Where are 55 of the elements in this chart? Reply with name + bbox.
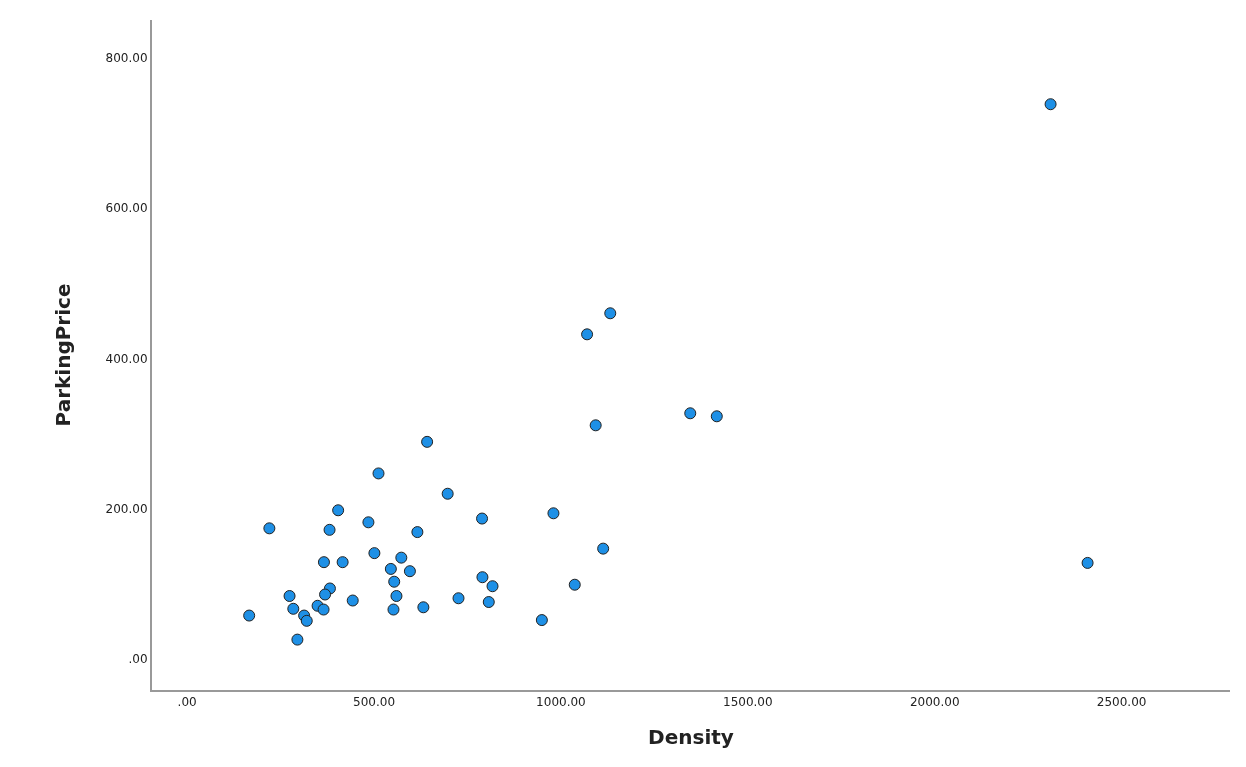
point: [568, 578, 581, 591]
point: [452, 592, 465, 605]
point: [317, 556, 330, 569]
point: [411, 526, 424, 539]
point: [300, 614, 313, 627]
point: [597, 542, 610, 555]
point: [263, 522, 276, 535]
point: [372, 467, 385, 480]
point: [589, 419, 602, 432]
point: [317, 603, 330, 616]
point: [319, 588, 332, 601]
y-tick-label: 800.00: [105, 50, 148, 65]
x-tick-label: 2500.00: [1096, 695, 1147, 710]
point: [287, 602, 300, 615]
point: [482, 596, 495, 609]
point: [486, 580, 499, 593]
x-axis-title: Density: [648, 725, 734, 750]
point: [1081, 556, 1094, 569]
point: [283, 590, 296, 602]
point: [710, 410, 723, 423]
y-tick-label: 200.00: [105, 501, 148, 516]
point: [581, 328, 594, 341]
point: [368, 547, 381, 560]
point: [390, 590, 403, 602]
point: [323, 523, 336, 536]
point: [332, 504, 345, 517]
point: [417, 601, 430, 614]
point: [243, 609, 256, 622]
point: [395, 551, 408, 564]
point: [604, 307, 617, 320]
x-tick-label: 2000.00: [909, 695, 960, 710]
x-tick-label: .00: [177, 695, 197, 710]
point: [291, 633, 304, 646]
point: [476, 571, 489, 584]
point: [336, 556, 349, 569]
y-axis-title: ParkingPrice: [50, 283, 75, 427]
point: [387, 603, 400, 616]
x-tick-label: 1000.00: [536, 695, 586, 710]
point: [403, 565, 416, 578]
point: [362, 516, 375, 529]
point: [441, 487, 454, 500]
point: [547, 507, 560, 520]
point: [476, 512, 489, 525]
point: [1044, 98, 1057, 111]
point: [535, 614, 548, 627]
x-tick-label: 500.00: [353, 695, 396, 710]
x-tick-label: 1500.00: [723, 695, 773, 710]
point: [384, 562, 397, 575]
y-tick-label: .00: [128, 652, 148, 667]
point: [421, 435, 434, 448]
point: [388, 575, 401, 588]
y-tick-label: 600.00: [105, 201, 148, 216]
point: [346, 594, 359, 607]
point: [684, 407, 697, 420]
y-tick-label: 400.00: [105, 351, 148, 366]
